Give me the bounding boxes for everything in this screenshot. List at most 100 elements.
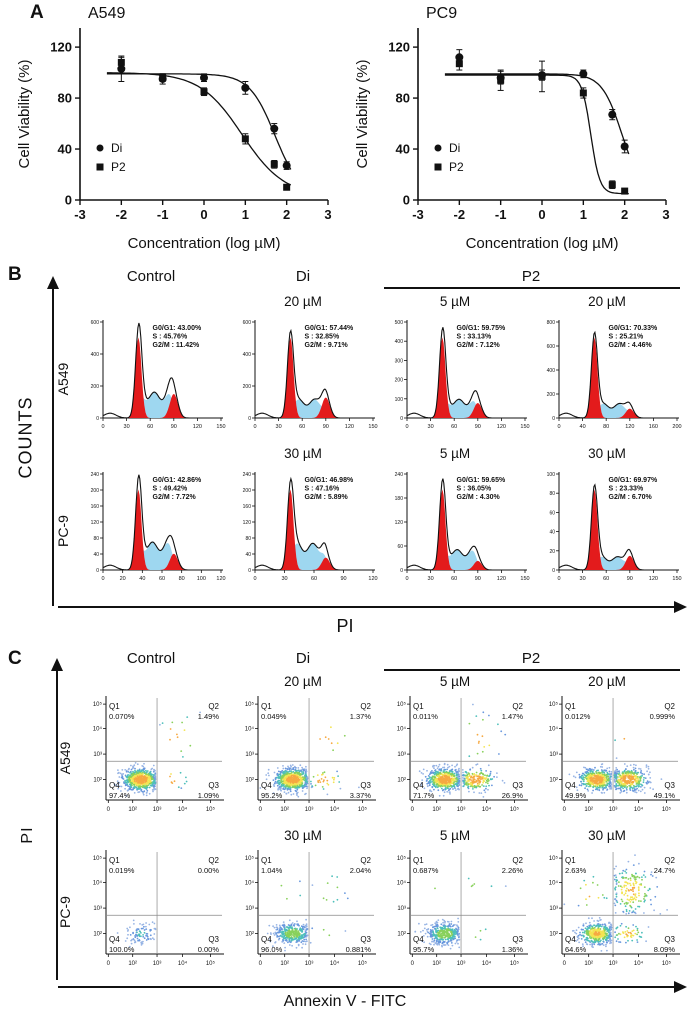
dot [615,784,618,786]
dot [632,882,635,885]
dot [336,742,339,745]
density-dot-cloud [116,919,157,948]
dot [485,785,488,788]
dot [629,771,632,773]
dot [426,785,429,787]
dot [446,768,448,771]
dot [482,785,485,787]
x-tick-label: 10⁴ [178,806,188,813]
quadrant-label-q3: Q3 [208,781,219,790]
dot [496,772,498,774]
dot [634,932,637,935]
panel-c-letter: C [8,648,22,669]
dot [278,930,281,933]
dot [450,939,453,942]
dot [147,779,149,782]
dot [602,788,604,791]
dot [605,943,607,946]
dot [446,776,449,778]
panel-b: B COUNTS Control Di P2 0 30 60 90 120 150 0 200 400… [0,262,690,646]
dot [428,773,431,776]
data-point-square [283,183,291,191]
dot [145,771,148,774]
dot [618,782,621,785]
dot [143,931,146,934]
dot [133,780,136,783]
dot [468,783,471,786]
dot [304,777,306,779]
dot [481,777,484,779]
x-tick-label: 10² [584,807,593,813]
dot [632,777,635,780]
dot [591,783,594,786]
dot [132,938,135,940]
dot [299,782,302,785]
dot [276,934,279,937]
y-tick-label: 10⁵ [93,855,103,862]
dot [424,775,427,778]
dot [487,764,490,767]
data-point-square [497,76,505,84]
dot [299,777,302,780]
dot [643,886,646,888]
x-tick-label: 10² [128,961,137,967]
data-point-square [608,181,616,189]
dot [469,768,472,771]
dot [583,930,586,932]
dot [642,781,645,784]
dot [486,782,489,785]
dot [429,933,432,936]
x-tick-label: 0 [107,961,111,967]
dot [650,871,653,873]
histogram-grid: Control Di P2 0 30 60 90 120 150 0 200 400 600 G0/G1:… [0,262,690,646]
dot [473,773,476,775]
x-tick-label: 10⁵ [662,806,672,813]
dot [150,773,152,776]
dot [621,772,624,775]
dot [322,928,325,931]
dot [444,774,447,777]
data-point-square [538,72,546,80]
dot [266,932,269,935]
dot [143,786,146,789]
dot [638,905,641,908]
dot [142,765,145,768]
dot [145,928,148,930]
dot [290,774,293,777]
dot [433,775,435,778]
x-tick-label: 10³ [609,961,618,967]
dot [288,785,291,788]
x-tick-label: 80 [179,576,185,582]
y-tick-label: 200 [91,384,100,390]
dot [159,723,161,726]
dot [421,940,423,943]
x-tick-label: 0 [107,807,111,813]
dot [452,933,455,936]
y-tick-label: 10² [549,778,558,784]
dot [636,787,638,790]
dot [283,774,285,777]
y-tick-label: 10⁴ [93,880,103,887]
dot [606,788,609,791]
dot [451,770,454,773]
dot [324,736,327,739]
dot [448,777,450,779]
dot [581,782,583,785]
dot [285,775,288,777]
dot [435,764,438,767]
dot [608,766,611,769]
y-tick-label: 120 [243,520,252,526]
y-tick-label: 10⁴ [397,726,407,733]
dot [659,868,662,871]
dot [297,778,300,781]
fit-curve [106,72,292,186]
dot [433,943,435,946]
dot [430,929,433,932]
dot [455,941,458,943]
dot [294,765,296,768]
dot [437,778,440,780]
x-tick-label: 10³ [305,961,314,967]
dot [443,924,446,927]
y-tick-label: 0 [248,568,251,574]
dot [275,926,278,929]
